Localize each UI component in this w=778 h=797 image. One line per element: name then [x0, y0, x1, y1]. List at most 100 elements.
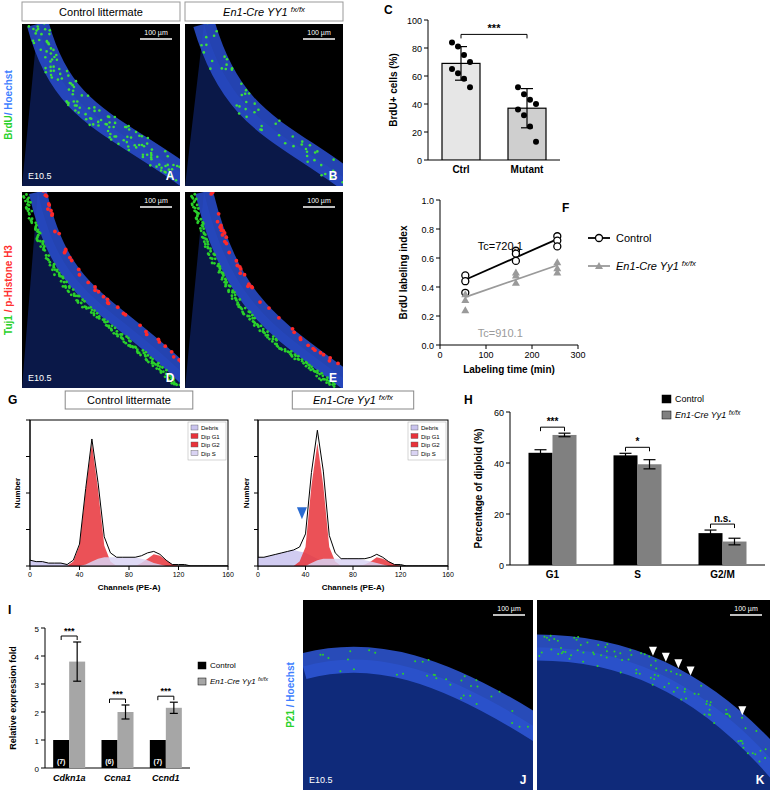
- cell: [38, 39, 41, 42]
- y-tick-label: 40: [412, 100, 422, 110]
- error-bar: [649, 460, 650, 469]
- cell: [582, 661, 584, 663]
- epithelium: [204, 24, 343, 183]
- cell: [204, 233, 207, 236]
- cell: [725, 709, 727, 711]
- cell: [39, 245, 42, 248]
- micrograph: [22, 192, 180, 388]
- cell: [121, 333, 124, 336]
- y-axis: [428, 20, 429, 160]
- cell: [396, 674, 398, 676]
- cell: [266, 330, 269, 333]
- x-tick: [129, 566, 130, 570]
- cell: [157, 362, 160, 365]
- significance-bracket: [61, 636, 77, 640]
- cell: [742, 742, 744, 744]
- cell: [650, 677, 652, 679]
- cell: [216, 220, 220, 224]
- cell: [759, 760, 761, 762]
- cell: [112, 126, 115, 129]
- cell: [729, 716, 731, 718]
- cell: [299, 338, 303, 342]
- cell: [564, 651, 566, 653]
- y-tick-label: 60: [412, 72, 422, 82]
- cell: [175, 383, 178, 386]
- cell: [511, 722, 513, 724]
- significance-label: ***: [161, 686, 172, 696]
- cell: [243, 273, 247, 277]
- cell: [116, 305, 120, 309]
- error-bar: [460, 47, 461, 81]
- panel-letter: G: [8, 393, 17, 407]
- title: En1-Cre Yy1 fx/fx: [313, 393, 394, 407]
- epithelium: [38, 24, 180, 178]
- cell: [271, 340, 274, 343]
- cell: [62, 277, 65, 280]
- cell: [87, 94, 90, 97]
- cell: [30, 221, 33, 224]
- cell: [445, 678, 447, 680]
- y-tick-label: 4: [35, 653, 40, 662]
- y-tick-label: 20: [494, 510, 504, 520]
- cell: [650, 664, 652, 666]
- cell: [644, 653, 646, 655]
- cell: [428, 659, 430, 661]
- scale-bar-label: 100 µm: [497, 605, 521, 613]
- cell: [135, 146, 138, 149]
- y-tick-label: 0: [35, 765, 40, 774]
- cell: [53, 69, 56, 72]
- error-cap: [620, 457, 632, 458]
- cell: [72, 288, 75, 291]
- cell: [313, 348, 317, 352]
- cell: [260, 129, 263, 132]
- cell: [240, 94, 243, 97]
- cell: [200, 44, 203, 47]
- cell: [146, 142, 149, 145]
- y-tick: [26, 456, 30, 457]
- data-point: [467, 59, 473, 65]
- cell: [36, 25, 39, 28]
- stain-part: P21: [285, 710, 296, 728]
- data-point: [461, 306, 469, 313]
- cell: [668, 683, 670, 685]
- cell: [88, 107, 91, 110]
- x-tick: [30, 566, 31, 570]
- cell: [557, 640, 559, 642]
- cell: [621, 659, 623, 661]
- cell: [72, 100, 75, 103]
- y-tick: [254, 566, 258, 567]
- cell: [275, 339, 278, 342]
- cell: [577, 636, 579, 638]
- stain-label: Tuj1 / p-Histone H3: [3, 245, 14, 335]
- bar: [529, 453, 553, 565]
- cell: [160, 166, 163, 169]
- fit-area: [30, 557, 228, 566]
- cell: [341, 181, 343, 184]
- cell: [155, 367, 158, 370]
- legend-swatch: [411, 442, 418, 447]
- cell: [291, 135, 294, 138]
- cell: [300, 143, 303, 146]
- data-point: [515, 84, 521, 90]
- cell: [600, 654, 602, 656]
- cell: [176, 165, 179, 168]
- cell: [227, 290, 230, 293]
- cell: [339, 670, 341, 672]
- cell: [561, 652, 563, 654]
- cell: [284, 350, 287, 353]
- cell: [248, 315, 251, 318]
- cell: [76, 100, 79, 103]
- error-cap: [644, 468, 656, 469]
- cell: [39, 232, 42, 235]
- cell: [53, 56, 56, 59]
- tissue: [537, 648, 770, 791]
- cell: [280, 348, 283, 351]
- cell: [709, 709, 711, 711]
- scale-bar: [730, 614, 762, 616]
- cell: [248, 92, 251, 95]
- cell: [70, 259, 74, 263]
- cell: [663, 686, 665, 688]
- cell: [98, 109, 101, 112]
- cell: [548, 639, 550, 641]
- cell: [449, 684, 451, 686]
